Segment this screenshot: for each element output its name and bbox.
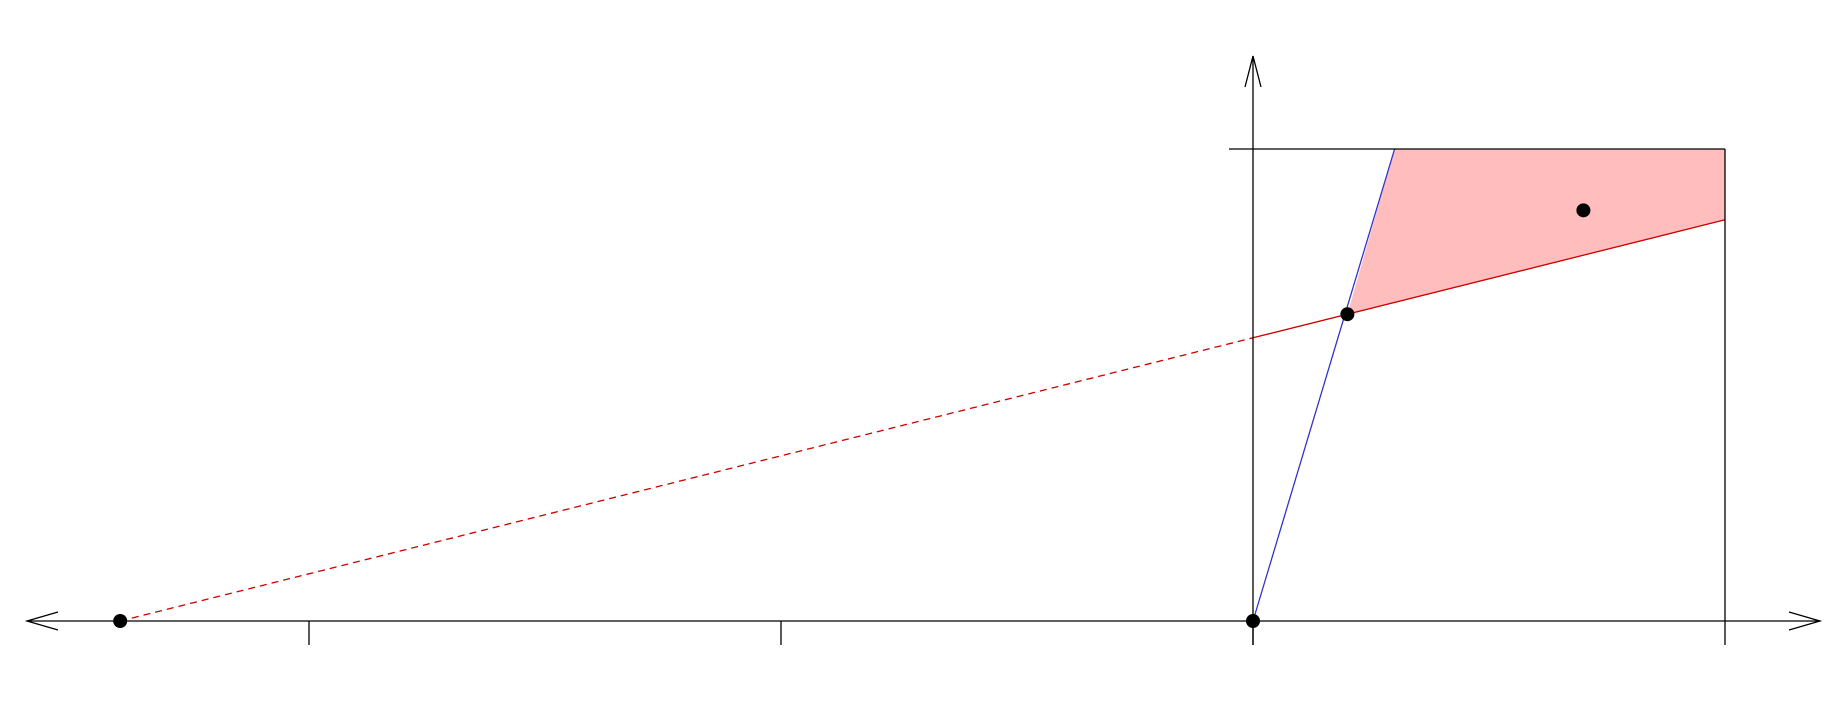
- blue-line: [1252, 148, 1396, 622]
- point-in-region: [1576, 203, 1591, 218]
- points: [113, 203, 1591, 628]
- red-line-solid: [1252, 219, 1726, 339]
- shaded-region: [1347, 149, 1725, 315]
- point-origin: [1246, 614, 1260, 628]
- red-line-dashed-extension: [120, 337, 1254, 622]
- axes: [24, 55, 1823, 645]
- y-axis-arrow: [1244, 55, 1262, 88]
- point-intersection: [1340, 307, 1355, 322]
- x-axis-arrow-left: [24, 611, 59, 631]
- point-x-intercept: [113, 614, 128, 628]
- x-axis-arrow-right: [1788, 611, 1823, 631]
